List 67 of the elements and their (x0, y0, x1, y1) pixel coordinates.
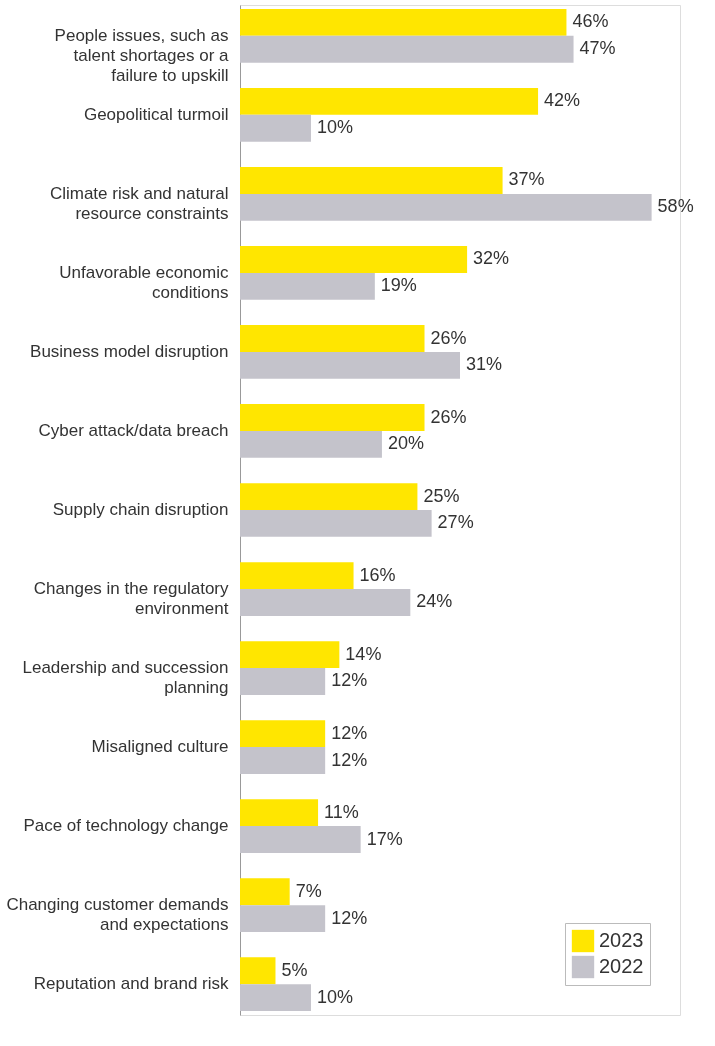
data-label: 11% (324, 801, 359, 822)
legend-label: 2023 (599, 929, 644, 951)
y-tick-label: Business model disruption (30, 341, 229, 361)
bar (240, 720, 326, 748)
data-label: 14% (345, 643, 382, 664)
bar (240, 826, 361, 853)
data-label: 17% (366, 828, 403, 849)
y-tick-label: Geopolitical turmoil (83, 104, 229, 124)
bar (240, 957, 276, 985)
bar (240, 114, 311, 142)
bar (240, 641, 340, 669)
data-label: 27% (437, 512, 474, 533)
bar (240, 905, 326, 933)
data-label: 47% (579, 38, 616, 59)
bar (240, 589, 411, 616)
bar (240, 167, 503, 194)
bar (240, 747, 326, 774)
data-label: 19% (380, 275, 417, 296)
data-label: 12% (331, 722, 368, 743)
data-label: 26% (430, 406, 467, 427)
y-tick-label: Supply chain disruption (52, 500, 229, 519)
y-tick-label: Reputation and brand risk (33, 974, 229, 994)
bar (240, 430, 382, 458)
data-label: 7% (295, 880, 322, 901)
bar (240, 799, 319, 827)
data-label: 37% (508, 169, 545, 190)
data-label: 5% (281, 959, 308, 980)
bar (240, 878, 290, 906)
data-label: 12% (331, 670, 368, 691)
bar (240, 510, 432, 537)
data-label: 32% (473, 248, 510, 269)
data-label: 42% (544, 90, 581, 111)
bar (240, 483, 418, 510)
data-label: 58% (657, 196, 694, 217)
y-tick-label: Climate risk and natural resource constraints (49, 183, 229, 223)
data-label: 10% (316, 986, 353, 1007)
y-tick-label: Unfavorable economic conditions (59, 262, 229, 302)
bar (240, 984, 311, 1012)
bar (240, 193, 652, 221)
bar (240, 404, 425, 431)
bar (240, 668, 326, 695)
y-tick-label: Cyber attack/data breach (38, 420, 229, 440)
data-label: 10% (316, 117, 353, 138)
bar (240, 272, 375, 300)
data-label: 12% (331, 907, 368, 928)
bar (240, 351, 460, 379)
y-tick-label: Changing customer demands and expectations (6, 895, 229, 935)
data-label: 24% (416, 591, 453, 612)
y-tick-label: Leadership and succession planning (22, 658, 229, 698)
bar (240, 325, 425, 352)
data-label: 12% (331, 749, 368, 770)
data-label: 26% (430, 327, 467, 348)
data-label: 46% (572, 11, 609, 32)
y-tick-label: Pace of technology change (23, 816, 229, 836)
y-tick-label: People issues, such as talent shortages or a failure to upskill (54, 25, 230, 85)
y-tick-label: Misaligned culture (91, 737, 229, 757)
bar (240, 87, 539, 115)
data-label: 31% (466, 354, 503, 375)
data-label: 25% (423, 485, 460, 506)
bar (240, 246, 468, 273)
data-label: 16% (359, 564, 396, 585)
bar (240, 35, 574, 63)
data-label: 20% (387, 433, 424, 454)
bar (240, 8, 567, 36)
legend-label: 2022 (599, 955, 644, 977)
bar (240, 562, 354, 590)
y-tick-label: Changes in the regulatory environment (33, 579, 229, 619)
